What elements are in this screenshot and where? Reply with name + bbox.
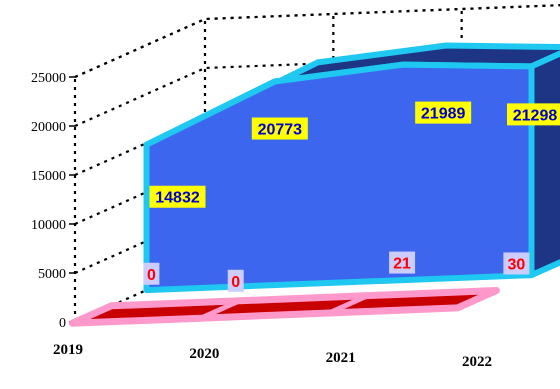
y-tick-label: 20000	[31, 120, 66, 135]
data-label-series-1-text: 21298	[513, 107, 558, 124]
y-tick-label: 0	[59, 316, 66, 331]
y-tick-label: 5000	[38, 267, 66, 282]
data-label-series-2-bg	[503, 252, 530, 275]
data-label-series-1: 20773	[251, 117, 308, 140]
data-labels: 14832 20773 21989 21298 0 0 21 30	[143, 101, 560, 292]
series-2-divider	[328, 293, 370, 316]
data-label-series-2-bg	[143, 262, 160, 285]
x-tick-label: 2019	[53, 342, 83, 358]
data-label-series-1: 21989	[415, 101, 472, 124]
series-2-area	[68, 287, 500, 327]
x-tick-label: 2020	[189, 346, 219, 362]
data-label-series-2-bg	[227, 269, 244, 292]
data-label-series-1-bg	[149, 185, 206, 208]
data-label-series-1: 14832	[149, 185, 206, 208]
data-label-series-1: 21298	[507, 103, 560, 126]
data-label-series-1-text: 20773	[258, 122, 303, 139]
data-label-series-2: 0	[227, 269, 244, 292]
x-tick-label: 2021	[326, 350, 356, 366]
series-1-area-fill	[143, 61, 535, 294]
series-2-area-fill	[68, 287, 500, 327]
data-label-series-2-bg	[389, 251, 416, 274]
data-label-series-2-text: 0	[147, 267, 156, 284]
x-tick-label: 2022	[462, 354, 492, 370]
series-1-side	[528, 50, 560, 279]
x-axis: 2019 2020 2021 2022	[53, 342, 492, 370]
series-2-divider	[199, 298, 241, 321]
series-1-area	[143, 42, 560, 294]
data-label-series-1-bg	[415, 101, 472, 124]
y-tick-label: 15000	[31, 169, 66, 184]
data-label-series-2-text: 21	[393, 256, 411, 273]
y-tick-label: 10000	[31, 218, 66, 233]
data-label-series-1-bg	[251, 117, 308, 140]
y-tick-label: 25000	[31, 71, 66, 86]
y-axis: 0 5000 10000 15000 20000 25000	[31, 71, 75, 331]
data-label-series-2: 30	[503, 252, 530, 275]
data-label-series-2: 21	[389, 251, 416, 274]
data-label-series-2-text: 0	[231, 274, 240, 291]
data-label-series-1-text: 21989	[421, 106, 466, 123]
data-label-series-2: 0	[143, 262, 160, 285]
data-label-series-1-text: 14832	[155, 190, 200, 207]
data-label-series-1-bg	[507, 103, 560, 126]
data-label-series-2-text: 30	[508, 256, 526, 273]
